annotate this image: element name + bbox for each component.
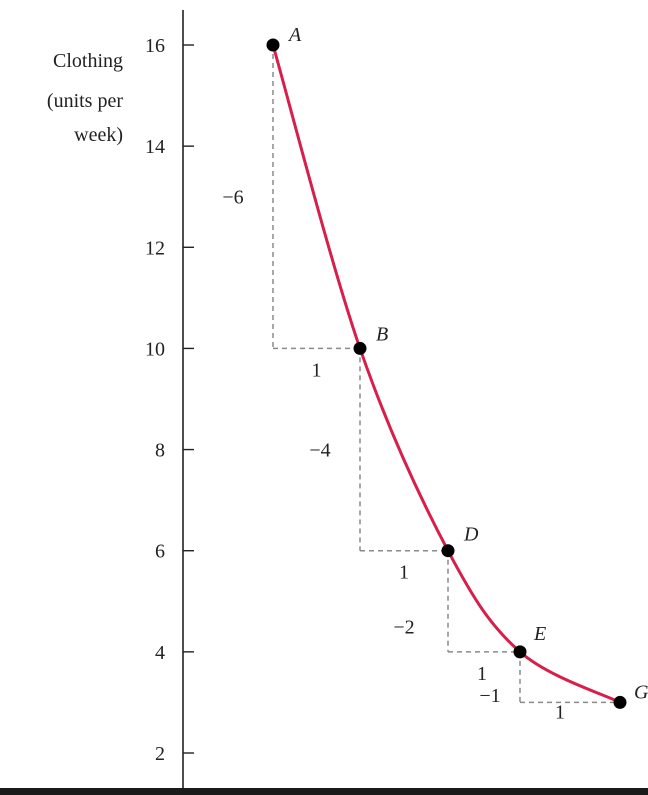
y-tick-label: 4: [155, 642, 165, 664]
y-axis-label-line: (units per: [47, 90, 123, 112]
bottom-edge-band: [0, 788, 648, 795]
point-b: [353, 341, 367, 355]
step-dy-label: −1: [479, 685, 500, 707]
y-tick-label: 6: [155, 541, 165, 563]
point-g: [613, 695, 627, 709]
y-axis-label: Clothing (units per week): [47, 50, 123, 146]
step-guides: −61−41−21−11: [222, 45, 620, 723]
point-label-e: E: [533, 623, 546, 645]
step-dx-label: 1: [477, 663, 487, 685]
step-dx-label: 1: [399, 562, 409, 584]
point-label-b: B: [376, 323, 388, 345]
point-label-a: A: [287, 24, 302, 46]
point-label-d: D: [463, 524, 479, 546]
step-dx-label: 1: [555, 701, 565, 723]
point-a: [266, 38, 280, 52]
step-dy-label: −2: [393, 617, 414, 639]
curve-layer: [271, 43, 622, 704]
indifference-curve: [271, 43, 622, 704]
step-dy-label: −4: [309, 440, 330, 462]
y-tick-label: 10: [145, 338, 165, 360]
y-tick-label: 12: [145, 237, 165, 259]
point-d: [441, 544, 455, 558]
y-tick-label: 2: [155, 743, 165, 765]
y-tick-label: 16: [145, 35, 165, 57]
point-label-g: G: [634, 681, 648, 703]
y-axis-label-line: Clothing: [53, 50, 123, 72]
y-tick-label: 8: [155, 440, 165, 462]
points-layer: A B D E G: [266, 24, 648, 709]
axis-layer: 2 4 6 8 10 12 14 16: [145, 10, 194, 788]
point-e: [513, 645, 527, 659]
step-dx-label: 1: [312, 359, 322, 381]
y-axis-label-line: week): [74, 124, 123, 146]
y-tick-label: 14: [145, 136, 165, 158]
step-dy-label: −6: [222, 187, 243, 209]
